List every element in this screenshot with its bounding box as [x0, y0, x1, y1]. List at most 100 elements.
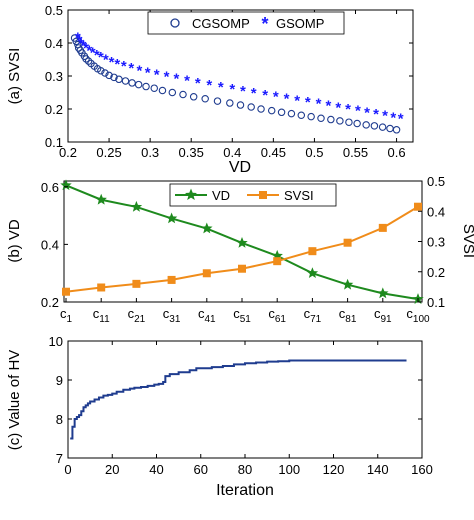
- gsomp-point-10: *: [109, 54, 115, 71]
- panel-c-ytick-label-0: 7: [56, 451, 63, 466]
- panel-b-right-ytick-label-3: 0.4: [427, 204, 445, 219]
- panel-b-right-ytick-label-2: 0.3: [427, 235, 445, 250]
- gsomp-point-1: *: [77, 33, 83, 50]
- cgsomp-point-46: [392, 126, 401, 134]
- cgsomp-point-37: [317, 114, 325, 122]
- cgsomp-point-20: [142, 82, 150, 91]
- panel-c-ytick-label-3: 10: [49, 334, 63, 349]
- panel-a-y-ticks: 0.1 0.2 0.3 0.4 0.5: [45, 3, 413, 150]
- svsi-marker-9: [378, 223, 387, 232]
- svsi-marker-6: [273, 257, 282, 266]
- svsi-marker-1: [97, 283, 106, 292]
- panel-a-xtick-label-5: 0.45: [261, 145, 286, 160]
- panel-b-xtick-label-1: c11: [93, 306, 110, 325]
- panel-c-ytick-label-1: 8: [56, 412, 63, 427]
- panel-a-xtick-label-3: 0.35: [179, 145, 204, 160]
- cgsomp-point-31: [257, 105, 265, 113]
- legend-square-marker: [259, 191, 267, 199]
- gsomp-point-28: *: [284, 90, 290, 107]
- vd-marker-6: [271, 249, 283, 261]
- panel-c-xlabel: Iteration: [216, 482, 274, 499]
- panel-b-left-ytick-label-2: 0.6: [41, 180, 59, 195]
- panel-b-right-ytick-label-1: 0.2: [427, 265, 445, 280]
- gsomp-point-8: *: [98, 49, 104, 66]
- panel-a-xtick-label-7: 0.55: [343, 145, 368, 160]
- gsomp-point-26: *: [262, 87, 268, 104]
- gsomp-point-37: *: [373, 106, 379, 123]
- panel-c-xtick-label-5: 100: [278, 462, 300, 477]
- gsomp-point-33: *: [335, 99, 341, 116]
- panel-a-xtick-label-0: 0.2: [59, 145, 77, 160]
- svsi-marker-8: [343, 238, 352, 247]
- cgsomp-point-8: [84, 57, 93, 65]
- hv-line: [70, 359, 407, 440]
- gsomp-point-36: *: [364, 104, 370, 121]
- gsomp-point-24: *: [240, 83, 246, 100]
- cgsomp-point-12: [97, 66, 105, 75]
- gsomp-point-21: *: [206, 77, 212, 94]
- gsomp-point-31: *: [316, 96, 322, 113]
- panel-c-xtick-label-1: 20: [105, 462, 119, 477]
- panel-b-right-ytick-label-0: 0.1: [427, 295, 445, 310]
- panel-c-x-ticks: 0 20 40 60 80 100 120 140 160: [64, 341, 433, 477]
- legend-asterisk-marker: *: [261, 14, 268, 34]
- panel-b-xtick-label-4: c41: [198, 306, 216, 325]
- gsomp-point-16: *: [154, 66, 160, 83]
- vd-marker-3: [165, 212, 178, 224]
- panel-a-ytick-label-1: 0.2: [45, 102, 63, 117]
- panel-a-ylabel: (a) SVSI: [6, 48, 23, 105]
- panel-a-legend: CGSOMP * GSOMP: [147, 11, 345, 35]
- gsomp-point-22: *: [218, 79, 224, 96]
- panel-b: c1 c11 c21 c31 c41 c51 c61 c71 c81 c91 c100 0.2 0.4…: [6, 174, 474, 325]
- cgsomp-point-17: [121, 77, 130, 85]
- cgsomp-point-34: [287, 109, 296, 118]
- panel-a-ytick-label-2: 0.3: [45, 69, 63, 84]
- panel-b-left-ylabel: (b) VD: [6, 219, 23, 263]
- panel-b-left-ytick-label-1: 0.4: [41, 237, 59, 252]
- legend-gsomp-label: GSOMP: [276, 16, 324, 31]
- panel-a-xtick-label-1: 0.25: [96, 145, 121, 160]
- series-svsi-line: [65, 205, 419, 293]
- panel-b-xtick-label-5: c51: [233, 306, 251, 325]
- panel-b-xtick-label-7: c71: [304, 306, 322, 325]
- cgsomp-point-18: [128, 79, 136, 87]
- gsomp-point-19: *: [184, 73, 190, 90]
- svsi-marker-5: [238, 264, 246, 273]
- cgsomp-point-43: [370, 122, 379, 130]
- gsomp-point-32: *: [325, 98, 331, 115]
- gsomp-point-20: *: [195, 75, 201, 92]
- panel-c-ytick-label-2: 9: [56, 373, 63, 388]
- panel-c-y-ticks: 7 8 9 10: [49, 334, 422, 466]
- svsi-marker-0: [62, 287, 70, 296]
- cgsomp-point-33: [277, 108, 286, 117]
- legend-circle-marker: [170, 18, 180, 28]
- panel-b-right-ytick-label-4: 0.5: [427, 174, 445, 189]
- legend-star-marker: [185, 188, 197, 200]
- cgsomp-point-23: [168, 88, 177, 97]
- vd-marker-2: [130, 200, 143, 212]
- gsomp-point-4: *: [83, 40, 89, 57]
- cgsomp-point-7: [82, 55, 90, 63]
- cgsomp-point-27: [213, 97, 222, 105]
- panel-b-left-y-ticks: 0.2 0.4 0.6: [41, 180, 68, 310]
- panel-c-xtick-label-6: 120: [323, 462, 345, 477]
- panel-a-xtick-label-4: 0.4: [223, 145, 241, 160]
- panel-a-xtick-label-2: 0.3: [141, 145, 159, 160]
- svsi-marker-10: [414, 202, 422, 211]
- panel-b-xtick-label-0: c1: [60, 306, 73, 325]
- cgsomp-point-22: [158, 86, 167, 95]
- svsi-marker-2: [132, 279, 141, 288]
- panel-a: ********* * * * * * * * * * * * * * * * * * * * * * * * * * * * * * * *…: [6, 3, 414, 176]
- vd-marker-1: [95, 193, 107, 205]
- panel-c-xtick-label-8: 160: [411, 462, 433, 477]
- legend-vd-label: VD: [212, 188, 230, 203]
- cgsomp-point-39: [336, 117, 344, 125]
- gsomp-point-25: *: [251, 85, 257, 102]
- panel-b-xtick-label-2: c21: [128, 306, 146, 325]
- cgsomp-point-29: [236, 101, 245, 109]
- panel-a-legend-box: [147, 11, 345, 35]
- panel-a-xtick-label-6: 0.5: [305, 145, 323, 160]
- vd-marker-0: [60, 179, 72, 191]
- panel-a-ytick-label-4: 0.5: [45, 3, 63, 18]
- gsomp-point-3: *: [81, 38, 87, 55]
